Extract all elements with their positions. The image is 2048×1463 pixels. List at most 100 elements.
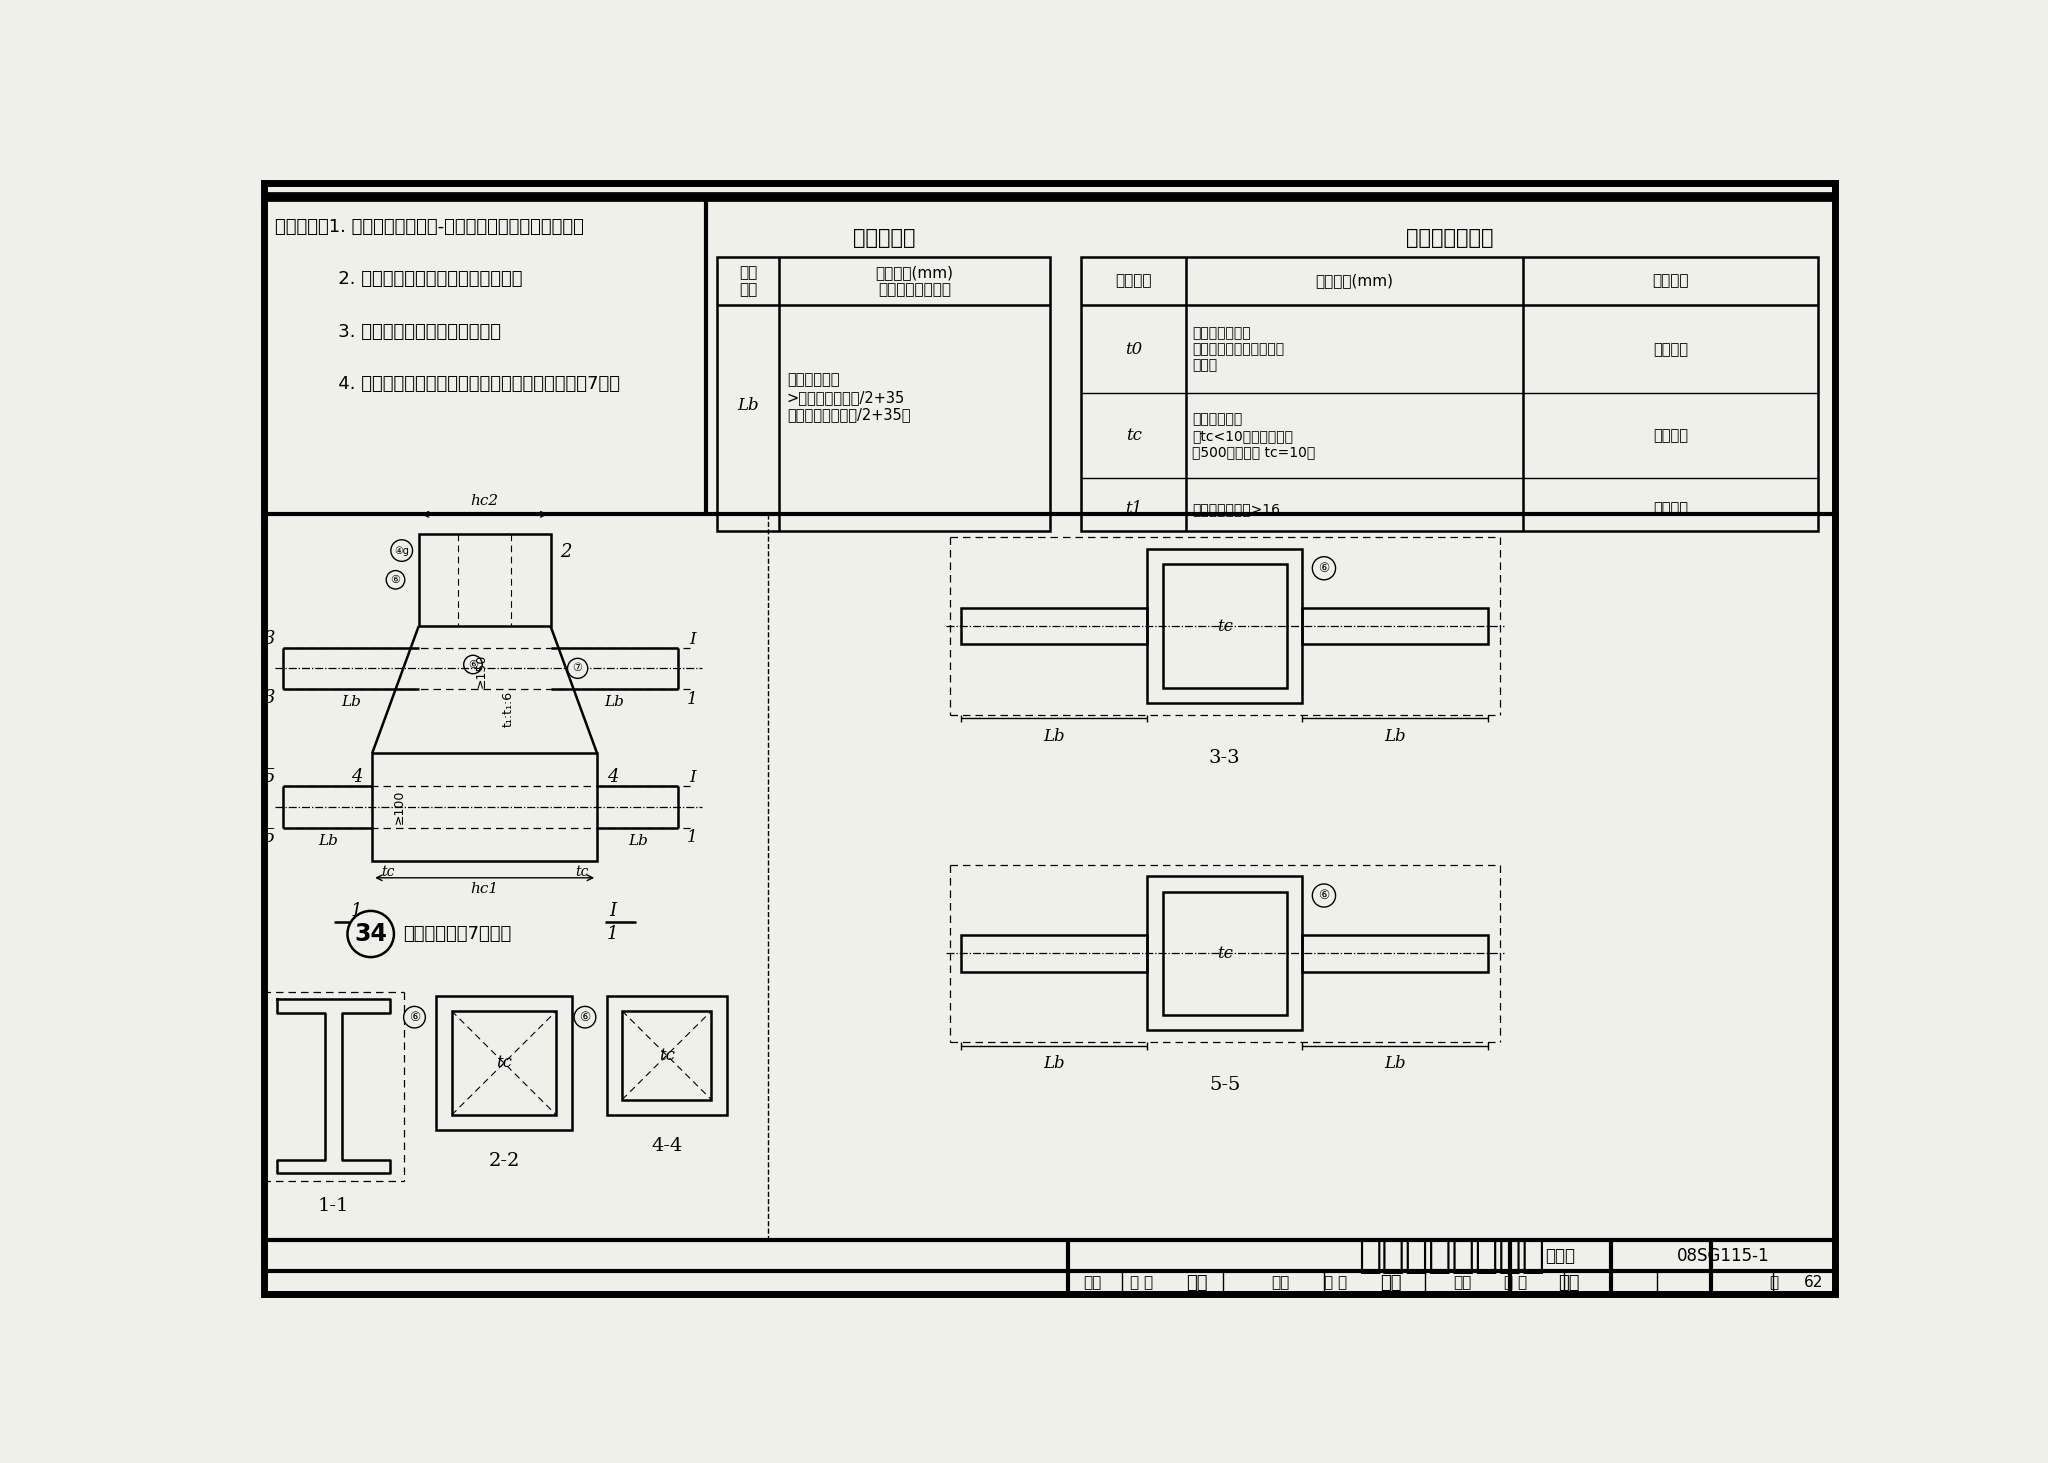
Text: 08SG115-1: 08SG115-1	[1677, 1246, 1769, 1265]
Text: 柱横隔板厚度：>16: 柱横隔板厚度：>16	[1192, 502, 1280, 516]
Text: 王 浩: 王 浩	[1323, 1276, 1348, 1290]
Bar	[1081, 257, 1819, 531]
Text: 校对: 校对	[1272, 1276, 1290, 1290]
Text: 刘 岩: 刘 岩	[1503, 1276, 1528, 1290]
Text: t₁:t₁:6: t₁:t₁:6	[502, 691, 514, 727]
Text: Lb: Lb	[629, 834, 647, 849]
Text: I: I	[688, 631, 696, 648]
Text: tc: tc	[1126, 427, 1141, 445]
Text: Lb: Lb	[604, 695, 625, 710]
Text: 节点参数表: 节点参数表	[852, 228, 915, 247]
Text: 4: 4	[350, 768, 362, 787]
Text: Lb: Lb	[1384, 1055, 1407, 1072]
Text: 板厚符号: 板厚符号	[1116, 274, 1151, 288]
Bar	[1163, 565, 1286, 688]
Text: Lb: Lb	[1384, 727, 1407, 745]
Bar	[1163, 891, 1286, 1015]
Bar	[1303, 935, 1489, 971]
Text: 5: 5	[264, 768, 274, 786]
Text: 3: 3	[264, 689, 274, 707]
Text: Lb: Lb	[317, 834, 338, 849]
Text: ≥100: ≥100	[393, 790, 406, 824]
Bar	[453, 1011, 557, 1115]
Text: 页: 页	[1769, 1276, 1778, 1290]
Text: ⑥: ⑥	[391, 575, 401, 585]
Bar	[606, 996, 727, 1115]
Text: 设计: 设计	[1454, 1276, 1473, 1290]
Bar	[717, 257, 1051, 531]
Text: 3-3: 3-3	[1208, 749, 1241, 767]
Text: I: I	[688, 770, 696, 786]
Text: 参数取值(mm)
限制值［参考值］: 参数取值(mm) 限制值［参考值］	[877, 265, 954, 297]
Circle shape	[403, 1007, 426, 1028]
Text: ⑥: ⑥	[580, 1011, 590, 1024]
Text: 板厚取值(mm): 板厚取值(mm)	[1315, 274, 1393, 288]
Bar	[961, 935, 1147, 971]
Bar	[436, 996, 571, 1131]
Text: 柱翼缘厚度：
当tc<10时，在梁上下
各500范围内取 tc=10。: 柱翼缘厚度： 当tc<10时，在梁上下 各500范围内取 tc=10。	[1192, 413, 1315, 459]
Bar	[1303, 607, 1489, 645]
Text: 柱加劲肋厚度：
取各方向梁翼缘厚度的最
大值。: 柱加劲肋厚度： 取各方向梁翼缘厚度的最 大值。	[1192, 326, 1284, 373]
Text: hc1: hc1	[471, 882, 498, 895]
Text: 2: 2	[397, 543, 410, 560]
Text: 1-1: 1-1	[317, 1197, 350, 1214]
Text: 箱形柱变截面节点: 箱形柱变截面节点	[1358, 1236, 1546, 1274]
Text: t0: t0	[1124, 341, 1143, 357]
Text: 与柱相同: 与柱相同	[1653, 429, 1688, 443]
Text: 34: 34	[354, 922, 387, 947]
Text: 申 林: 申 林	[1130, 1276, 1153, 1290]
Text: 5: 5	[264, 828, 274, 846]
Text: 1: 1	[350, 903, 362, 920]
Text: 参数
名称: 参数 名称	[739, 265, 758, 297]
Text: tc: tc	[496, 1055, 512, 1071]
Text: ⑥: ⑥	[1319, 890, 1329, 903]
Text: 图集号: 图集号	[1546, 1246, 1575, 1265]
Text: 适用范围：1. 多高层钢结构、钢-混凝土混合结构中的钢框架；: 适用范围：1. 多高层钢结构、钢-混凝土混合结构中的钢框架；	[274, 218, 584, 236]
Text: Lb: Lb	[737, 396, 760, 414]
Text: 1: 1	[606, 925, 618, 942]
Text: Lb: Lb	[1042, 1055, 1065, 1072]
Text: tc: tc	[659, 1048, 674, 1064]
Text: 4. 当梁与柱直接连接时，且抗震设防烈度不宜高于7度。: 4. 当梁与柱直接连接时，且抗震设防烈度不宜高于7度。	[274, 375, 621, 394]
Bar	[1147, 549, 1303, 704]
Circle shape	[567, 658, 588, 679]
Text: 3. 梁柱节点宜采用短悬臂连接；: 3. 梁柱节点宜采用短悬臂连接；	[274, 323, 502, 341]
Text: 刘岩: 刘岩	[1559, 1274, 1579, 1292]
Bar	[961, 607, 1147, 645]
Text: 4-4: 4-4	[651, 1137, 682, 1154]
Text: 王路: 王路	[1380, 1274, 1401, 1292]
Text: tc: tc	[381, 865, 395, 879]
Text: ⑥: ⑥	[410, 1011, 420, 1024]
Text: 62: 62	[1804, 1276, 1823, 1290]
Text: 1: 1	[350, 925, 362, 942]
Circle shape	[1313, 557, 1335, 579]
Text: ④g: ④g	[395, 546, 410, 556]
Text: 未标注焊缝为7号焊缝: 未标注焊缝为7号焊缝	[403, 925, 512, 944]
Text: 审核: 审核	[1083, 1276, 1102, 1290]
Circle shape	[1313, 884, 1335, 907]
Text: ≥150: ≥150	[475, 654, 487, 688]
Text: tc: tc	[575, 865, 588, 879]
Text: Lb: Lb	[1042, 727, 1065, 745]
Polygon shape	[276, 999, 389, 1173]
Text: ⑥: ⑥	[1319, 562, 1329, 575]
Circle shape	[348, 911, 393, 957]
Text: I: I	[608, 903, 616, 920]
Text: 与梁相同: 与梁相同	[1653, 342, 1688, 357]
Bar	[623, 1011, 711, 1100]
Text: 4: 4	[606, 768, 618, 787]
Text: 1: 1	[686, 830, 698, 846]
Text: ⑥: ⑥	[469, 660, 477, 670]
Text: 2: 2	[561, 543, 571, 560]
Text: 5-5: 5-5	[1208, 1077, 1241, 1094]
Text: 节点钢板厚度表: 节点钢板厚度表	[1405, 228, 1493, 247]
Circle shape	[391, 540, 412, 562]
Text: ⑦: ⑦	[573, 663, 582, 673]
Text: tc: tc	[1217, 945, 1233, 961]
Text: tc: tc	[1217, 617, 1233, 635]
Bar	[373, 753, 598, 860]
Text: 中木: 中木	[1186, 1274, 1208, 1292]
Text: 2-2: 2-2	[487, 1151, 520, 1170]
Text: 1: 1	[686, 691, 698, 708]
Circle shape	[573, 1007, 596, 1028]
